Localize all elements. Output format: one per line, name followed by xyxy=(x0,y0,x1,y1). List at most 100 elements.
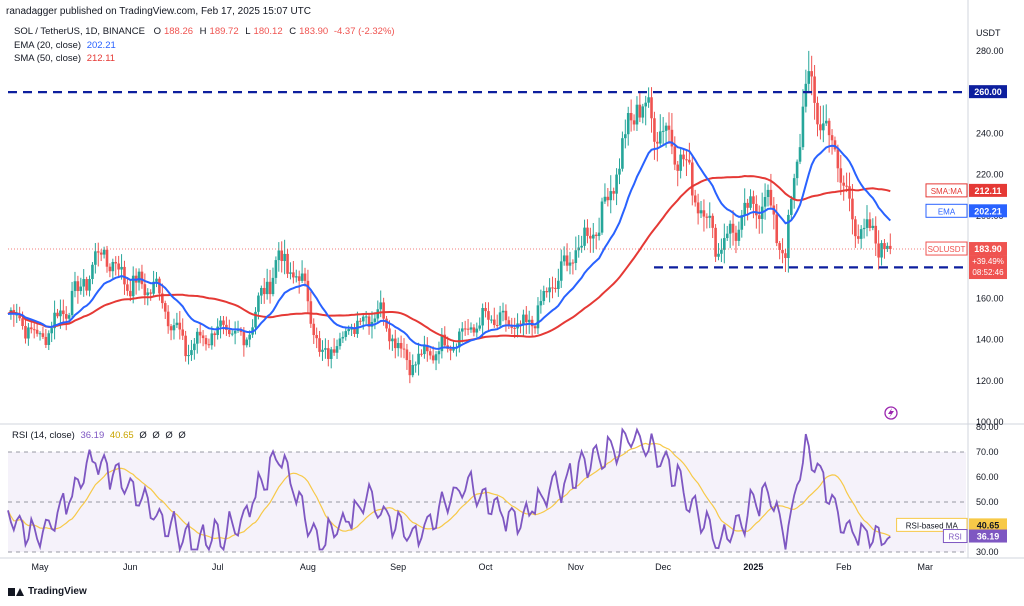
ohlc-l: 180.12 xyxy=(253,26,283,37)
candle-body xyxy=(801,106,805,148)
candle xyxy=(195,328,199,354)
candle xyxy=(62,299,65,324)
candle-body xyxy=(420,353,423,355)
candle-body xyxy=(463,328,467,330)
candle-body xyxy=(757,215,761,219)
candle-body xyxy=(731,223,735,233)
rsi-tick-label: 60.00 xyxy=(976,472,999,482)
candle-body xyxy=(787,214,790,259)
candle xyxy=(725,225,729,241)
candle xyxy=(70,281,74,318)
candle-body xyxy=(609,191,613,201)
candle-body xyxy=(204,338,208,345)
candles-group xyxy=(9,50,892,384)
candle-body xyxy=(123,266,126,285)
candle-body xyxy=(749,196,752,208)
candle xyxy=(140,264,144,289)
rsi-legend-empty-4: Ø xyxy=(178,430,186,441)
candle-body xyxy=(810,71,813,77)
candle xyxy=(583,219,586,251)
candle xyxy=(466,319,470,336)
candle-body xyxy=(883,243,886,250)
candle-body xyxy=(626,113,630,135)
candle-body xyxy=(830,135,834,141)
candle-body xyxy=(321,349,324,352)
candle xyxy=(752,190,755,219)
candle-body xyxy=(379,302,383,310)
candle xyxy=(670,113,674,155)
candle xyxy=(338,332,342,350)
candle xyxy=(501,302,505,322)
rsi-tick-label: 30.00 xyxy=(976,547,999,557)
candle xyxy=(327,339,330,367)
candle-body xyxy=(746,202,749,208)
candle-body xyxy=(163,303,167,312)
candle xyxy=(391,334,394,351)
candle-body xyxy=(888,245,892,250)
candle xyxy=(693,189,697,207)
candle xyxy=(656,131,659,162)
candle-body xyxy=(120,266,123,270)
candle xyxy=(717,243,720,261)
candle xyxy=(385,315,388,332)
candle-body xyxy=(99,252,103,255)
candle xyxy=(746,198,749,221)
price-tag-value-box xyxy=(969,204,1007,218)
candle xyxy=(222,316,225,335)
candle-body xyxy=(452,348,455,351)
candle xyxy=(789,195,793,221)
candle-body xyxy=(146,292,150,296)
candle xyxy=(641,103,645,124)
candle-body xyxy=(187,355,190,357)
candle xyxy=(64,306,68,331)
candle xyxy=(341,331,345,343)
candle-body xyxy=(458,331,461,348)
candle xyxy=(388,320,391,350)
ema-legend[interactable]: EMA (20, close) 202.21 xyxy=(14,40,116,51)
rsi-tag-value: 36.19 xyxy=(977,532,1000,542)
candle xyxy=(303,267,307,287)
candle xyxy=(772,197,776,230)
candle xyxy=(731,210,735,246)
candle-body xyxy=(347,329,350,332)
candle-body xyxy=(178,322,182,330)
candle xyxy=(871,218,875,231)
candle xyxy=(91,262,94,285)
candle xyxy=(653,111,656,160)
candle-body xyxy=(472,327,476,333)
candle-body xyxy=(586,227,589,236)
rsi-legend[interactable]: RSI (14, close) 36.19 40.65 Ø Ø Ø Ø xyxy=(12,430,186,441)
candle xyxy=(536,297,540,335)
candle xyxy=(606,188,610,207)
candle xyxy=(629,99,633,132)
candle-body xyxy=(303,273,307,281)
candle-body xyxy=(62,310,65,315)
candle-body xyxy=(702,210,706,217)
candle-body xyxy=(27,327,30,339)
candle-body xyxy=(813,76,816,103)
candle xyxy=(335,339,339,359)
sma-legend[interactable]: SMA (50, close) 212.11 xyxy=(14,53,115,64)
candle-body xyxy=(580,245,583,248)
candle-body xyxy=(289,272,292,274)
candle xyxy=(813,65,816,120)
candle-body xyxy=(673,146,677,165)
candle-body xyxy=(784,253,787,259)
candle-body xyxy=(527,319,531,323)
candle-body xyxy=(271,277,275,295)
candle-body xyxy=(286,253,289,274)
candle-body xyxy=(254,311,257,328)
candle xyxy=(114,256,118,276)
candle xyxy=(175,312,179,328)
candle-body xyxy=(85,279,88,291)
candle-body xyxy=(632,120,636,125)
candle xyxy=(149,289,152,301)
candle xyxy=(297,270,301,294)
candle-body xyxy=(490,319,493,321)
candle xyxy=(463,320,467,336)
tradingview-logo[interactable]: TradingView xyxy=(8,586,87,597)
candle-body xyxy=(181,329,185,336)
candle-body xyxy=(589,235,592,239)
time-tick-label: Feb xyxy=(836,562,852,572)
